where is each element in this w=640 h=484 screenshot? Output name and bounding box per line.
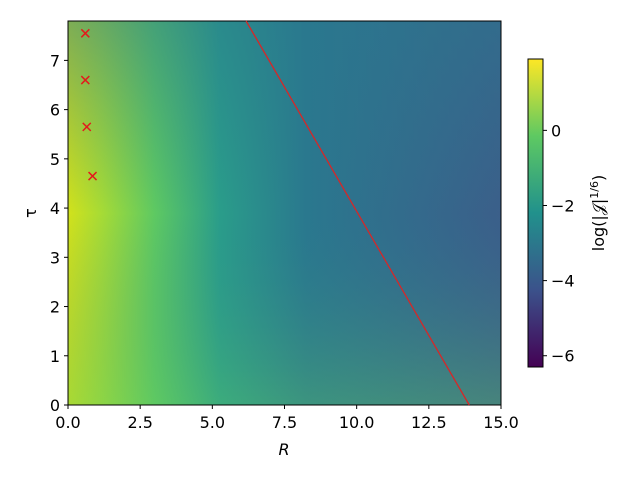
x-tick-label: 5.0 [200, 413, 225, 432]
colorbar-tick-label: −6 [551, 347, 575, 366]
colorbar-tick-label: −2 [551, 196, 575, 215]
x-tick-label: 10.0 [339, 413, 375, 432]
y-tick-label: 7 [50, 51, 60, 70]
x-axis-label: R [278, 440, 289, 459]
marker [82, 122, 92, 132]
colorbar-tick-label: 0 [551, 121, 561, 140]
x-tick-label: 12.5 [411, 413, 447, 432]
y-tick-label: 1 [50, 347, 60, 366]
y-tick-label: 3 [50, 248, 60, 267]
x-tick-label: 15.0 [483, 413, 519, 432]
colorbar [527, 58, 544, 368]
x-tick-label: 7.5 [272, 413, 297, 432]
y-tick-label: 0 [50, 396, 60, 415]
marker [80, 28, 90, 38]
line [245, 20, 470, 406]
marker [80, 75, 90, 85]
y-tick-label: 4 [50, 199, 60, 218]
colorbar-label-close: ) [589, 175, 608, 181]
x-tick-label: 0.0 [55, 413, 80, 432]
y-axis-label: τ [21, 208, 40, 218]
colorbar-tick-label: −4 [551, 272, 575, 291]
y-tick-label: 6 [50, 101, 60, 120]
colorbar-label-sup: 1/6 [588, 181, 601, 199]
colorbar-label: log(|𝒥|1/6) [588, 175, 608, 251]
y-tick-label: 5 [50, 150, 60, 169]
marker [88, 171, 98, 181]
heatmap-shade [68, 21, 501, 405]
colorbar-label-base: log(|𝒥| [589, 199, 608, 251]
y-tick-label: 2 [50, 298, 60, 317]
x-tick-label: 2.5 [127, 413, 152, 432]
